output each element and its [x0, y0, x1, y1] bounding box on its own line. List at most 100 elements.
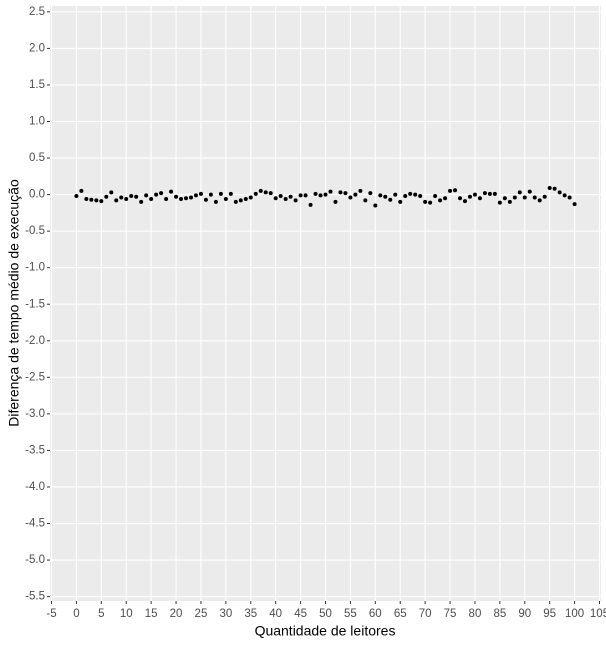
point [278, 194, 283, 199]
point [74, 194, 79, 199]
x-tick-label: 105 [590, 608, 606, 620]
y-tick-label: -3.0 [25, 408, 45, 420]
point [169, 189, 174, 194]
point [363, 198, 368, 203]
point [458, 196, 463, 201]
x-tick-label: 35 [244, 608, 257, 620]
point [448, 188, 453, 193]
x-tick-label: 45 [294, 608, 307, 620]
point [198, 191, 203, 196]
point [104, 194, 109, 199]
point [517, 190, 522, 195]
point [403, 194, 408, 199]
x-tick-label: 75 [444, 608, 457, 620]
point [258, 188, 263, 193]
point [119, 195, 124, 200]
x-tick-label: 25 [195, 608, 208, 620]
y-tick-label: 2.0 [29, 42, 45, 54]
x-tick-label: 100 [565, 608, 584, 620]
point [193, 193, 198, 198]
point [398, 199, 403, 204]
point [179, 196, 184, 201]
point [487, 191, 492, 196]
point [154, 192, 159, 197]
point [79, 188, 84, 193]
x-tick-label: 80 [469, 608, 482, 620]
point [248, 195, 253, 200]
point [383, 194, 388, 199]
point [174, 194, 179, 199]
x-tick-label: 40 [269, 608, 282, 620]
point [228, 191, 233, 196]
point [308, 202, 313, 207]
point [547, 186, 552, 191]
x-tick-label: 0 [73, 608, 79, 620]
y-tick-label: 1.0 [29, 116, 45, 128]
point [542, 194, 547, 199]
x-tick-label: 30 [219, 608, 232, 620]
point [482, 191, 487, 196]
x-tick-label: 20 [170, 608, 183, 620]
y-tick-label: 0.5 [29, 152, 45, 164]
x-axis-title: Quantidade de leitores [255, 623, 396, 639]
point [303, 193, 308, 198]
y-tick-label: 0.0 [29, 189, 45, 201]
point [428, 200, 433, 205]
point [218, 191, 223, 196]
x-tick-label: 10 [120, 608, 133, 620]
x-tick-label: 15 [145, 608, 158, 620]
point [348, 195, 353, 200]
point [328, 189, 333, 194]
point [313, 191, 318, 196]
point [213, 199, 218, 204]
point [139, 199, 144, 204]
point [99, 199, 104, 204]
point [562, 193, 567, 198]
y-tick-label: -1.0 [25, 262, 45, 274]
x-tick-label: 50 [319, 608, 332, 620]
y-tick-label: -5.0 [25, 554, 45, 566]
point [522, 195, 527, 200]
x-tick-label: 60 [369, 608, 382, 620]
y-tick-label: -1.5 [25, 298, 45, 310]
point [438, 198, 443, 203]
point [263, 190, 268, 195]
point [507, 199, 512, 204]
point [134, 194, 139, 199]
point [512, 195, 517, 200]
point [552, 186, 557, 191]
point [238, 198, 243, 203]
point [288, 194, 293, 199]
point [502, 196, 507, 201]
point [124, 196, 129, 201]
point [318, 193, 323, 198]
x-tick-label: -5 [46, 608, 56, 620]
x-tick-label: 55 [344, 608, 357, 620]
y-tick-label: -5.5 [25, 591, 45, 603]
point [268, 191, 273, 196]
point [149, 196, 154, 201]
x-tick-label: 95 [543, 608, 556, 620]
point [418, 194, 423, 199]
point [184, 196, 189, 201]
point [293, 198, 298, 203]
y-tick-label: 2.5 [29, 6, 45, 18]
y-tick-label: 1.5 [29, 79, 45, 91]
point [492, 191, 497, 196]
point [353, 192, 358, 197]
y-tick-label: -3.5 [25, 444, 45, 456]
y-tick-label: -2.0 [25, 335, 45, 347]
point [343, 191, 348, 196]
y-axis-title: Diferença de tempo médio de execução [6, 179, 22, 427]
point [243, 196, 248, 201]
point [373, 203, 378, 208]
point [393, 192, 398, 197]
point [378, 193, 383, 198]
point [413, 192, 418, 197]
point [298, 193, 303, 198]
point [338, 190, 343, 195]
point [532, 195, 537, 200]
point [233, 199, 238, 204]
